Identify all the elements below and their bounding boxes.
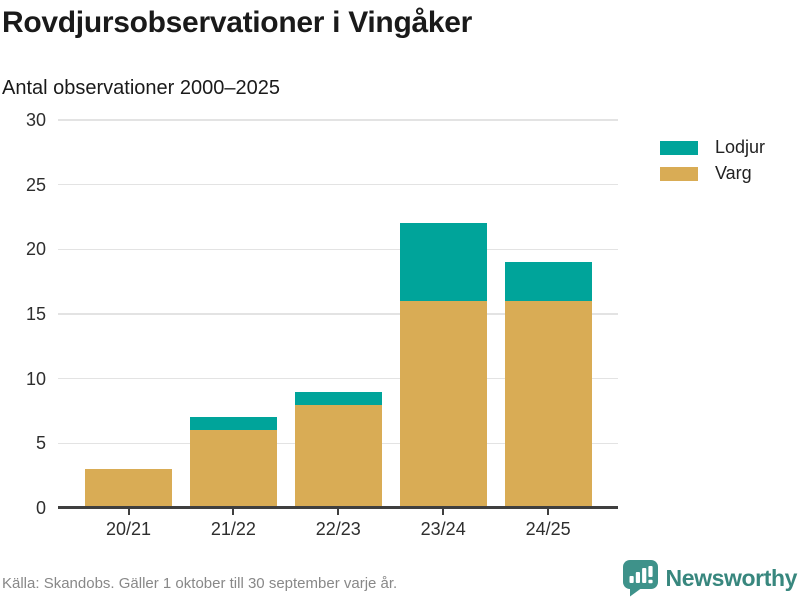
newsworthy-speech-bubble-chart-icon bbox=[622, 560, 658, 597]
newsworthy-wordmark: Newsworthy bbox=[665, 564, 798, 591]
y-axis-label: 25 bbox=[25, 174, 46, 195]
plot-area: 0 5 10 15 20 25 30 20/21 21/22 22/23 23/24 24/25 bbox=[26, 110, 618, 539]
legend-swatch-lodjur bbox=[660, 140, 698, 155]
x-axis-tick bbox=[442, 508, 445, 515]
legend-item-lodjur: Lodjur bbox=[660, 137, 765, 158]
bar-lodjur-23-24 bbox=[399, 223, 487, 302]
x-axis-tick bbox=[232, 508, 235, 515]
x-axis-label: 24/25 bbox=[525, 519, 571, 539]
bar-varg-22-23 bbox=[294, 404, 382, 508]
gridline-30 bbox=[58, 119, 618, 121]
x-axis-tick bbox=[127, 508, 130, 515]
bar-varg-24-25 bbox=[504, 301, 592, 508]
bar-varg-23-24 bbox=[399, 301, 487, 508]
bar-lodjur-22-23 bbox=[294, 391, 382, 405]
bar-lodjur-24-25 bbox=[504, 262, 592, 302]
x-axis-label: 21/22 bbox=[210, 519, 256, 539]
y-axis-label: 20 bbox=[25, 239, 46, 260]
chart-title: Rovdjursobservationer i Vingåker bbox=[2, 6, 473, 39]
gridline-20 bbox=[58, 248, 618, 251]
y-axis-label: 10 bbox=[25, 368, 46, 389]
chart-subtitle: Antal observationer 2000–2025 bbox=[2, 77, 280, 99]
source-note: Källa: Skandobs. Gäller 1 oktober till 3… bbox=[2, 575, 398, 592]
gridline-10 bbox=[58, 377, 618, 380]
legend-item-varg: Varg bbox=[660, 163, 765, 184]
gridline-15 bbox=[58, 313, 618, 315]
y-axis-label: 15 bbox=[25, 304, 46, 324]
y-axis-label: 30 bbox=[25, 110, 46, 130]
x-axis-label: 23/24 bbox=[420, 519, 466, 539]
legend: Lodjur Varg bbox=[660, 137, 765, 184]
x-axis-tick bbox=[547, 508, 550, 515]
bar-lodjur-21-22 bbox=[189, 417, 277, 431]
y-axis-label: 5 bbox=[35, 433, 46, 454]
newsworthy-logo: Newsworthy bbox=[622, 558, 797, 598]
x-axis-label: 22/23 bbox=[315, 519, 361, 539]
x-axis-tick bbox=[337, 508, 340, 515]
x-axis-line bbox=[58, 506, 618, 509]
gridline-25 bbox=[58, 183, 618, 186]
legend-label-varg: Varg bbox=[715, 163, 752, 183]
legend-label-lodjur: Lodjur bbox=[715, 137, 766, 157]
y-axis-label: 0 bbox=[35, 498, 46, 518]
x-axis-label: 20/21 bbox=[105, 519, 152, 539]
bar-varg-21-22 bbox=[189, 430, 277, 508]
legend-swatch-varg bbox=[660, 166, 698, 181]
bar-varg-20-21 bbox=[85, 469, 172, 508]
